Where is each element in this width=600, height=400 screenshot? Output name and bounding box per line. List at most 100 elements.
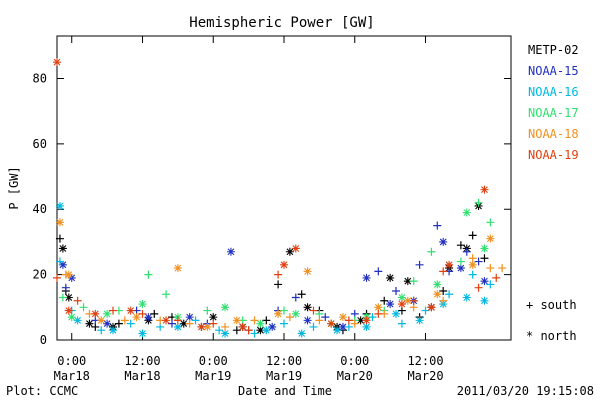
south-point — [126, 319, 135, 328]
south-point — [392, 286, 401, 295]
north-point — [197, 322, 206, 331]
north-point — [226, 247, 235, 256]
north-point — [53, 58, 61, 67]
north-point — [338, 313, 347, 322]
north-point — [268, 322, 277, 331]
south-point — [456, 257, 465, 266]
north-point — [303, 316, 312, 325]
south-point — [114, 319, 123, 328]
y-tick-label: 40 — [33, 202, 47, 216]
north-point — [109, 326, 118, 335]
x-tick-time-label: 0:00 — [57, 354, 86, 368]
x-axis: 0:00Mar1812:00Mar180:00Mar1912:00Mar190:… — [54, 36, 444, 383]
south-point — [456, 241, 465, 250]
north-point — [138, 300, 147, 309]
north-point — [480, 277, 489, 286]
x-tick-date-label: Mar20 — [407, 369, 443, 383]
north-point — [462, 208, 471, 217]
y-tick-label: 0 — [40, 333, 47, 347]
south-point — [468, 231, 477, 240]
south-point — [492, 273, 501, 282]
north-point — [439, 237, 448, 246]
south-point — [486, 264, 495, 273]
north-point — [91, 309, 100, 318]
north-point — [126, 306, 135, 315]
south-point — [215, 326, 224, 335]
legend-entry: METP-02 — [528, 43, 579, 57]
legend-entry: NOAA-15 — [528, 64, 579, 78]
north-point — [162, 316, 171, 325]
south-point — [380, 296, 389, 305]
north-point — [64, 270, 73, 279]
south-point — [291, 293, 300, 302]
north-point — [280, 260, 288, 269]
north-point — [480, 296, 489, 305]
data-points — [53, 58, 507, 338]
south-point — [409, 277, 418, 286]
north-point — [138, 329, 147, 338]
north-point — [403, 277, 412, 286]
south-point — [344, 316, 353, 325]
south-point — [297, 290, 306, 299]
north-point — [67, 273, 76, 282]
south-point — [55, 257, 64, 266]
north-point — [256, 326, 265, 335]
south-point — [421, 306, 430, 315]
x-tick-time-label: 0:00 — [340, 354, 369, 368]
chart-title: Hemispheric Power [GW] — [189, 15, 374, 31]
north-point — [97, 316, 106, 325]
north-point — [232, 316, 241, 325]
south-point — [315, 316, 324, 325]
south-point — [250, 316, 259, 325]
x-tick-time-label: 12:00 — [266, 354, 302, 368]
south-point — [274, 280, 283, 289]
south-point — [97, 326, 106, 335]
south-point — [109, 306, 118, 315]
footer-credit: Plot: CCMC — [6, 384, 78, 398]
south-point — [185, 319, 194, 328]
south-point — [486, 280, 495, 289]
south-point — [462, 247, 471, 256]
north-point — [338, 322, 347, 331]
south-point — [474, 283, 483, 292]
marker-key-entry: * north — [526, 329, 577, 343]
north-point — [256, 319, 265, 328]
north-point — [362, 322, 371, 331]
south-point — [374, 309, 383, 318]
south-point — [150, 309, 159, 318]
north-point — [427, 303, 436, 312]
north-point — [468, 260, 477, 269]
south-point — [138, 309, 147, 318]
north-point — [480, 244, 489, 253]
south-point — [321, 313, 330, 322]
north-point — [392, 309, 401, 318]
south-point — [120, 316, 129, 325]
north-point — [486, 234, 495, 243]
north-point — [386, 273, 395, 282]
north-point — [55, 218, 64, 227]
north-point — [333, 326, 342, 335]
south-point — [262, 316, 271, 325]
north-point — [103, 319, 112, 328]
legend-entry: NOAA-19 — [528, 148, 579, 162]
x-tick-time-label: 12:00 — [407, 354, 443, 368]
north-point — [291, 309, 300, 318]
north-point — [238, 322, 247, 331]
south-point — [409, 296, 418, 305]
south-point — [144, 270, 153, 279]
legend-entry: NOAA-16 — [528, 85, 579, 99]
north-point — [303, 267, 312, 276]
x-tick-date-label: Mar20 — [337, 369, 373, 383]
north-point — [221, 329, 230, 338]
north-point — [58, 244, 67, 253]
north-point — [362, 316, 371, 325]
north-point — [433, 280, 442, 289]
south-point — [244, 326, 253, 335]
north-point — [297, 329, 306, 338]
north-point — [303, 303, 312, 312]
north-point — [386, 300, 395, 309]
y-axis-label: P [GW] — [7, 166, 21, 209]
south-point — [79, 303, 88, 312]
x-tick-time-label: 12:00 — [124, 354, 160, 368]
